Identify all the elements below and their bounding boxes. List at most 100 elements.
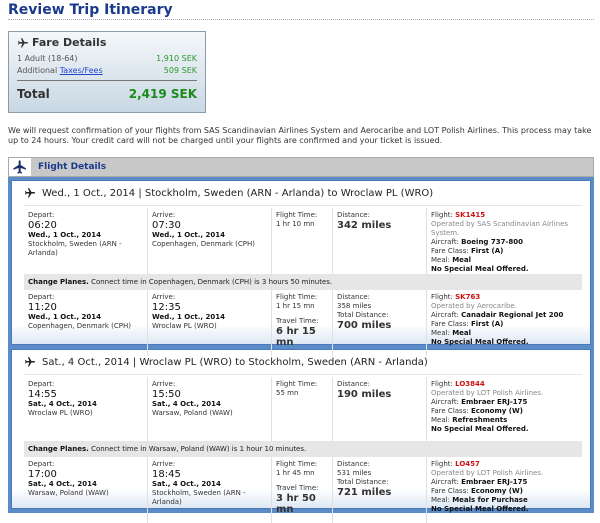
flight-time-value: 1 hr 15 mn — [276, 302, 315, 310]
arrive-label: Arrive: — [152, 211, 176, 219]
aircraft: Canadair Regional Jet 200 — [461, 311, 564, 319]
distance-label: Distance: — [337, 460, 370, 468]
depart-date: Sat., 4 Oct., 2014 — [28, 480, 97, 488]
arrive-time: 15:50 — [152, 389, 181, 400]
arrive-place: Warsaw, Poland (WAW) — [152, 409, 233, 417]
flight-time-label: Flight Time: — [276, 211, 318, 219]
aircraft: Boeing 737-800 — [461, 238, 524, 246]
special-meal: No Special Meal Offered. — [431, 338, 529, 346]
depart-label: Depart: — [28, 380, 55, 388]
flight-number: SK763 — [455, 293, 481, 301]
adult-fare-row: 1 Adult (18-64) 1,910 SEK — [17, 54, 197, 63]
special-meal: No Special Meal Offered. — [431, 265, 529, 273]
fare-class: First (A) — [470, 247, 504, 255]
special-meal: No Special Meal Offered. — [431, 505, 529, 513]
fare-class: Economy (W) — [470, 407, 523, 415]
depart-time: 11:20 — [28, 302, 57, 313]
meal: Meals for Purchase — [452, 496, 528, 504]
travel-time-value: 3 hr 50 mn — [276, 493, 316, 515]
flight-segment: Depart: 14:55 Sat., 4 Oct., 2014 Wroclaw PL… — [24, 377, 582, 441]
airplane-icon — [25, 188, 35, 198]
total-distance-value: 700 miles — [337, 320, 392, 331]
arrive-date: Sat., 4 Oct., 2014 — [152, 400, 221, 408]
flight-segment: Depart: 11:20 Wed., 1 Oct., 2014 Copenhagen… — [24, 290, 582, 356]
meal: Meal — [452, 329, 472, 337]
depart-date: Sat., 4 Oct., 2014 — [28, 400, 97, 408]
distance-label: Distance: — [337, 380, 370, 388]
distance-value: 531 miles — [337, 469, 372, 477]
travel-time-label: Travel Time: — [276, 484, 319, 492]
taxes-fees-link[interactable]: Taxes/Fees — [59, 66, 103, 75]
special-meal: No Special Meal Offered. — [431, 425, 529, 433]
depart-time: 14:55 — [28, 389, 57, 400]
total-distance-label: Total Distance: — [337, 311, 389, 319]
distance-value: 358 miles — [337, 302, 372, 310]
fare-class: Economy (W) — [470, 487, 523, 495]
depart-place: Wroclaw PL (WRO) — [28, 409, 93, 417]
depart-place: Warsaw, Poland (WAW) — [28, 489, 109, 497]
airplane-icon — [13, 160, 26, 174]
total-distance-value: 721 miles — [337, 487, 392, 498]
distance-value: 190 miles — [337, 389, 392, 400]
flight-time-label: Flight Time: — [276, 460, 318, 468]
flight-time-label: Flight Time: — [276, 293, 318, 301]
flight-number: LO457 — [455, 460, 480, 468]
distance-label: Distance: — [337, 293, 370, 301]
trip-card: Wed., 1 Oct., 2014 | Stockholm, Sweden (… — [11, 180, 591, 356]
flight-segment: Depart: 17:00 Sat., 4 Oct., 2014 Warsaw, Po… — [24, 457, 582, 523]
operated-by: Operated by LOT Polish Airlines. — [431, 469, 544, 477]
arrive-place: Copenhagen, Denmark (CPH) — [152, 240, 255, 248]
depart-place: Copenhagen, Denmark (CPH) — [28, 322, 131, 330]
aircraft: Embraer ERJ-175 — [461, 398, 528, 406]
depart-label: Depart: — [28, 211, 55, 219]
flight-details-title: Flight Details — [38, 162, 107, 172]
operated-by: Operated by SAS Scandinavian Airlines Sy… — [431, 220, 569, 237]
flight-time-value: 55 mn — [276, 389, 299, 397]
flight-time-value: 1 hr 10 mn — [276, 220, 315, 228]
flight-time-value: 1 hr 45 mn — [276, 469, 315, 477]
arrive-time: 18:45 — [152, 469, 181, 480]
meal: Meal — [452, 256, 472, 264]
airplane-icon — [25, 357, 35, 367]
flight-segment: Depart: 06:20 Wed., 1 Oct., 2014 Stockholm,… — [24, 208, 582, 274]
flight-details-header: Flight Details — [8, 157, 594, 177]
depart-time: 17:00 — [28, 469, 57, 480]
arrive-place: Wroclaw PL (WRO) — [152, 322, 217, 330]
depart-time: 06:20 — [28, 220, 57, 231]
depart-place: Stockholm, Sweden (ARN - Arlanda) — [28, 240, 122, 257]
arrive-time: 12:35 — [152, 302, 181, 313]
arrive-label: Arrive: — [152, 293, 176, 301]
confirmation-notice: We will request confirmation of your fli… — [8, 126, 592, 145]
arrive-label: Arrive: — [152, 380, 176, 388]
arrive-date: Wed., 1 Oct., 2014 — [152, 313, 225, 321]
flight-number: LO3844 — [455, 380, 485, 388]
arrive-place: Stockholm, Sweden (ARN - Arlanda) — [152, 489, 246, 506]
total-distance-label: Total Distance: — [337, 478, 389, 486]
trip-heading: Wed., 1 Oct., 2014 | Stockholm, Sweden (… — [24, 181, 582, 206]
arrive-time: 07:30 — [152, 220, 181, 231]
arrive-date: Sat., 4 Oct., 2014 — [152, 480, 221, 488]
change-planes-notice: Change Planes. Connect time in Warsaw, P… — [24, 441, 582, 457]
total-row: Total 2,419 SEK — [17, 80, 197, 101]
fare-details-heading: Fare Details — [17, 36, 197, 49]
depart-label: Depart: — [28, 293, 55, 301]
meal: Refreshments — [452, 416, 508, 424]
flight-details-panel: Wed., 1 Oct., 2014 | Stockholm, Sweden (… — [8, 177, 594, 523]
depart-date: Wed., 1 Oct., 2014 — [28, 231, 101, 239]
operated-by: Operated by LOT Polish Airlines. — [431, 389, 544, 397]
depart-date: Wed., 1 Oct., 2014 — [28, 313, 101, 321]
trip-card: Sat., 4 Oct., 2014 | Wroclaw PL (WRO) to… — [11, 349, 591, 523]
flight-number: SK1415 — [455, 211, 486, 219]
arrive-date: Wed., 1 Oct., 2014 — [152, 231, 225, 239]
aircraft: Embraer ERJ-175 — [461, 478, 528, 486]
distance-label: Distance: — [337, 211, 370, 219]
page-title: Review Trip Itinerary — [8, 2, 594, 20]
taxes-row: Additional Taxes/Fees 509 SEK — [17, 66, 197, 75]
arrive-label: Arrive: — [152, 460, 176, 468]
flight-time-label: Flight Time: — [276, 380, 318, 388]
fare-class: First (A) — [470, 320, 504, 328]
fare-details-box: Fare Details 1 Adult (18-64) 1,910 SEK Ad… — [8, 31, 206, 113]
airplane-icon — [18, 37, 28, 47]
trip-heading: Sat., 4 Oct., 2014 | Wroclaw PL (WRO) to… — [24, 350, 582, 375]
travel-time-value: 6 hr 15 mn — [276, 326, 316, 348]
